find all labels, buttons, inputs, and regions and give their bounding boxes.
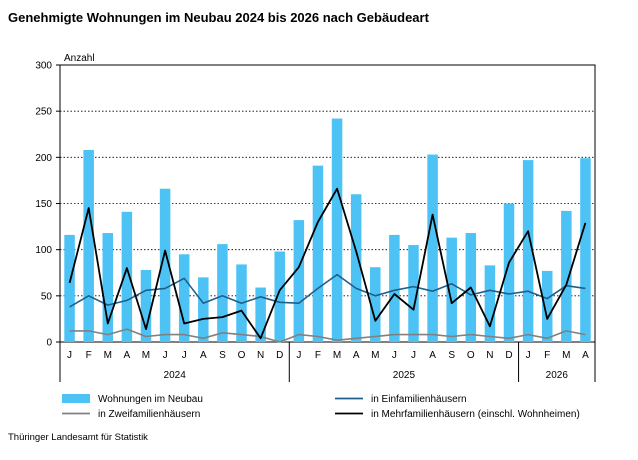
bar-7 <box>178 254 190 342</box>
bar-4 <box>121 211 133 342</box>
x-tick-label-21: S <box>448 350 455 361</box>
bar-11 <box>255 287 266 342</box>
x-tick-label-24: D <box>505 350 512 361</box>
y-tick-label-0: 0 <box>46 338 52 349</box>
x-tick-label-4: A <box>124 350 131 361</box>
bar-25 <box>522 160 534 342</box>
legend: Wohnungen im Neubau in Einfamilienhäusern… <box>62 394 580 420</box>
legend-entry-3: in Zweifamilienhäusern <box>98 409 200 420</box>
legend-entry-2: in Einfamilienhäusern <box>371 394 467 405</box>
series-line-2 <box>69 328 586 343</box>
bar-24 <box>503 203 515 342</box>
bar-6 <box>159 188 171 342</box>
y-tick-label-150: 150 <box>35 199 52 210</box>
year-label-2026: 2026 <box>546 370 569 381</box>
bar-27 <box>561 210 572 342</box>
x-tick-label-3: M <box>104 350 112 361</box>
y-tick-label-50: 50 <box>41 291 53 302</box>
x-tick-label-26: F <box>544 350 550 361</box>
bar-9 <box>217 244 228 342</box>
x-tick-label-9: S <box>219 350 226 361</box>
bar-28 <box>580 158 591 342</box>
x-tick-label-17: M <box>371 350 379 361</box>
x-tick-label-6: J <box>163 350 168 361</box>
x-tick-label-16: A <box>353 350 360 361</box>
bar-15 <box>331 118 343 342</box>
x-tick-label-20: A <box>429 350 436 361</box>
bar-18 <box>389 234 400 342</box>
x-tick-label-2: F <box>86 350 92 361</box>
y-axis-label: Anzahl <box>64 53 95 64</box>
y-tick-label-100: 100 <box>35 245 52 256</box>
bar-1 <box>64 234 75 342</box>
y-tick-label-250: 250 <box>35 107 52 118</box>
bar-5 <box>140 269 152 342</box>
x-tick-label-22: O <box>467 350 475 361</box>
bar-13 <box>293 220 305 342</box>
source-note: Thüringer Landesamt für Statistik <box>8 432 148 443</box>
x-tick-label-5: M <box>142 350 150 361</box>
x-tick-label-19: J <box>411 350 416 361</box>
x-tick-label-25: J <box>526 350 531 361</box>
bar-23 <box>484 265 496 342</box>
x-tick-label-10: O <box>238 350 246 361</box>
x-tick-label-1: J <box>67 350 72 361</box>
chart-title: Genehmigte Wohnungen im Neubau 2024 bis … <box>8 10 430 25</box>
bar-17 <box>370 267 381 342</box>
bar-2 <box>83 149 94 342</box>
bar-26 <box>541 270 553 342</box>
x-tick-label-18: J <box>392 350 397 361</box>
x-tick-label-8: A <box>200 350 207 361</box>
x-tick-label-15: M <box>333 350 341 361</box>
bar-19 <box>408 245 419 342</box>
bar-16 <box>350 194 362 342</box>
x-tick-label-13: J <box>296 350 301 361</box>
series-line-3 <box>68 187 587 340</box>
year-label-2024: 2024 <box>164 370 187 381</box>
x-tick-label-28: A <box>582 350 589 361</box>
bar-14 <box>312 165 324 342</box>
bar-21 <box>446 237 457 342</box>
legend-entry-4: in Mehrfamilienhäusern (einschl. Wohnhei… <box>371 409 580 420</box>
bar-12 <box>274 251 285 342</box>
y-tick-label-200: 200 <box>35 153 52 164</box>
x-tick-label-12: D <box>276 350 283 361</box>
x-tick-label-27: M <box>562 350 570 361</box>
x-tick-label-23: N <box>486 350 493 361</box>
bar-3 <box>102 233 114 342</box>
x-tick-label-14: F <box>315 350 321 361</box>
bar-20 <box>427 154 438 342</box>
x-tick-label-11: N <box>257 350 264 361</box>
y-tick-label-300: 300 <box>35 61 52 72</box>
year-label-2025: 2025 <box>393 370 416 381</box>
legend-swatch-1 <box>62 394 90 403</box>
legend-entry-1: Wohnungen im Neubau <box>98 394 203 405</box>
x-tick-label-7: J <box>182 350 187 361</box>
bar-8 <box>198 277 209 342</box>
